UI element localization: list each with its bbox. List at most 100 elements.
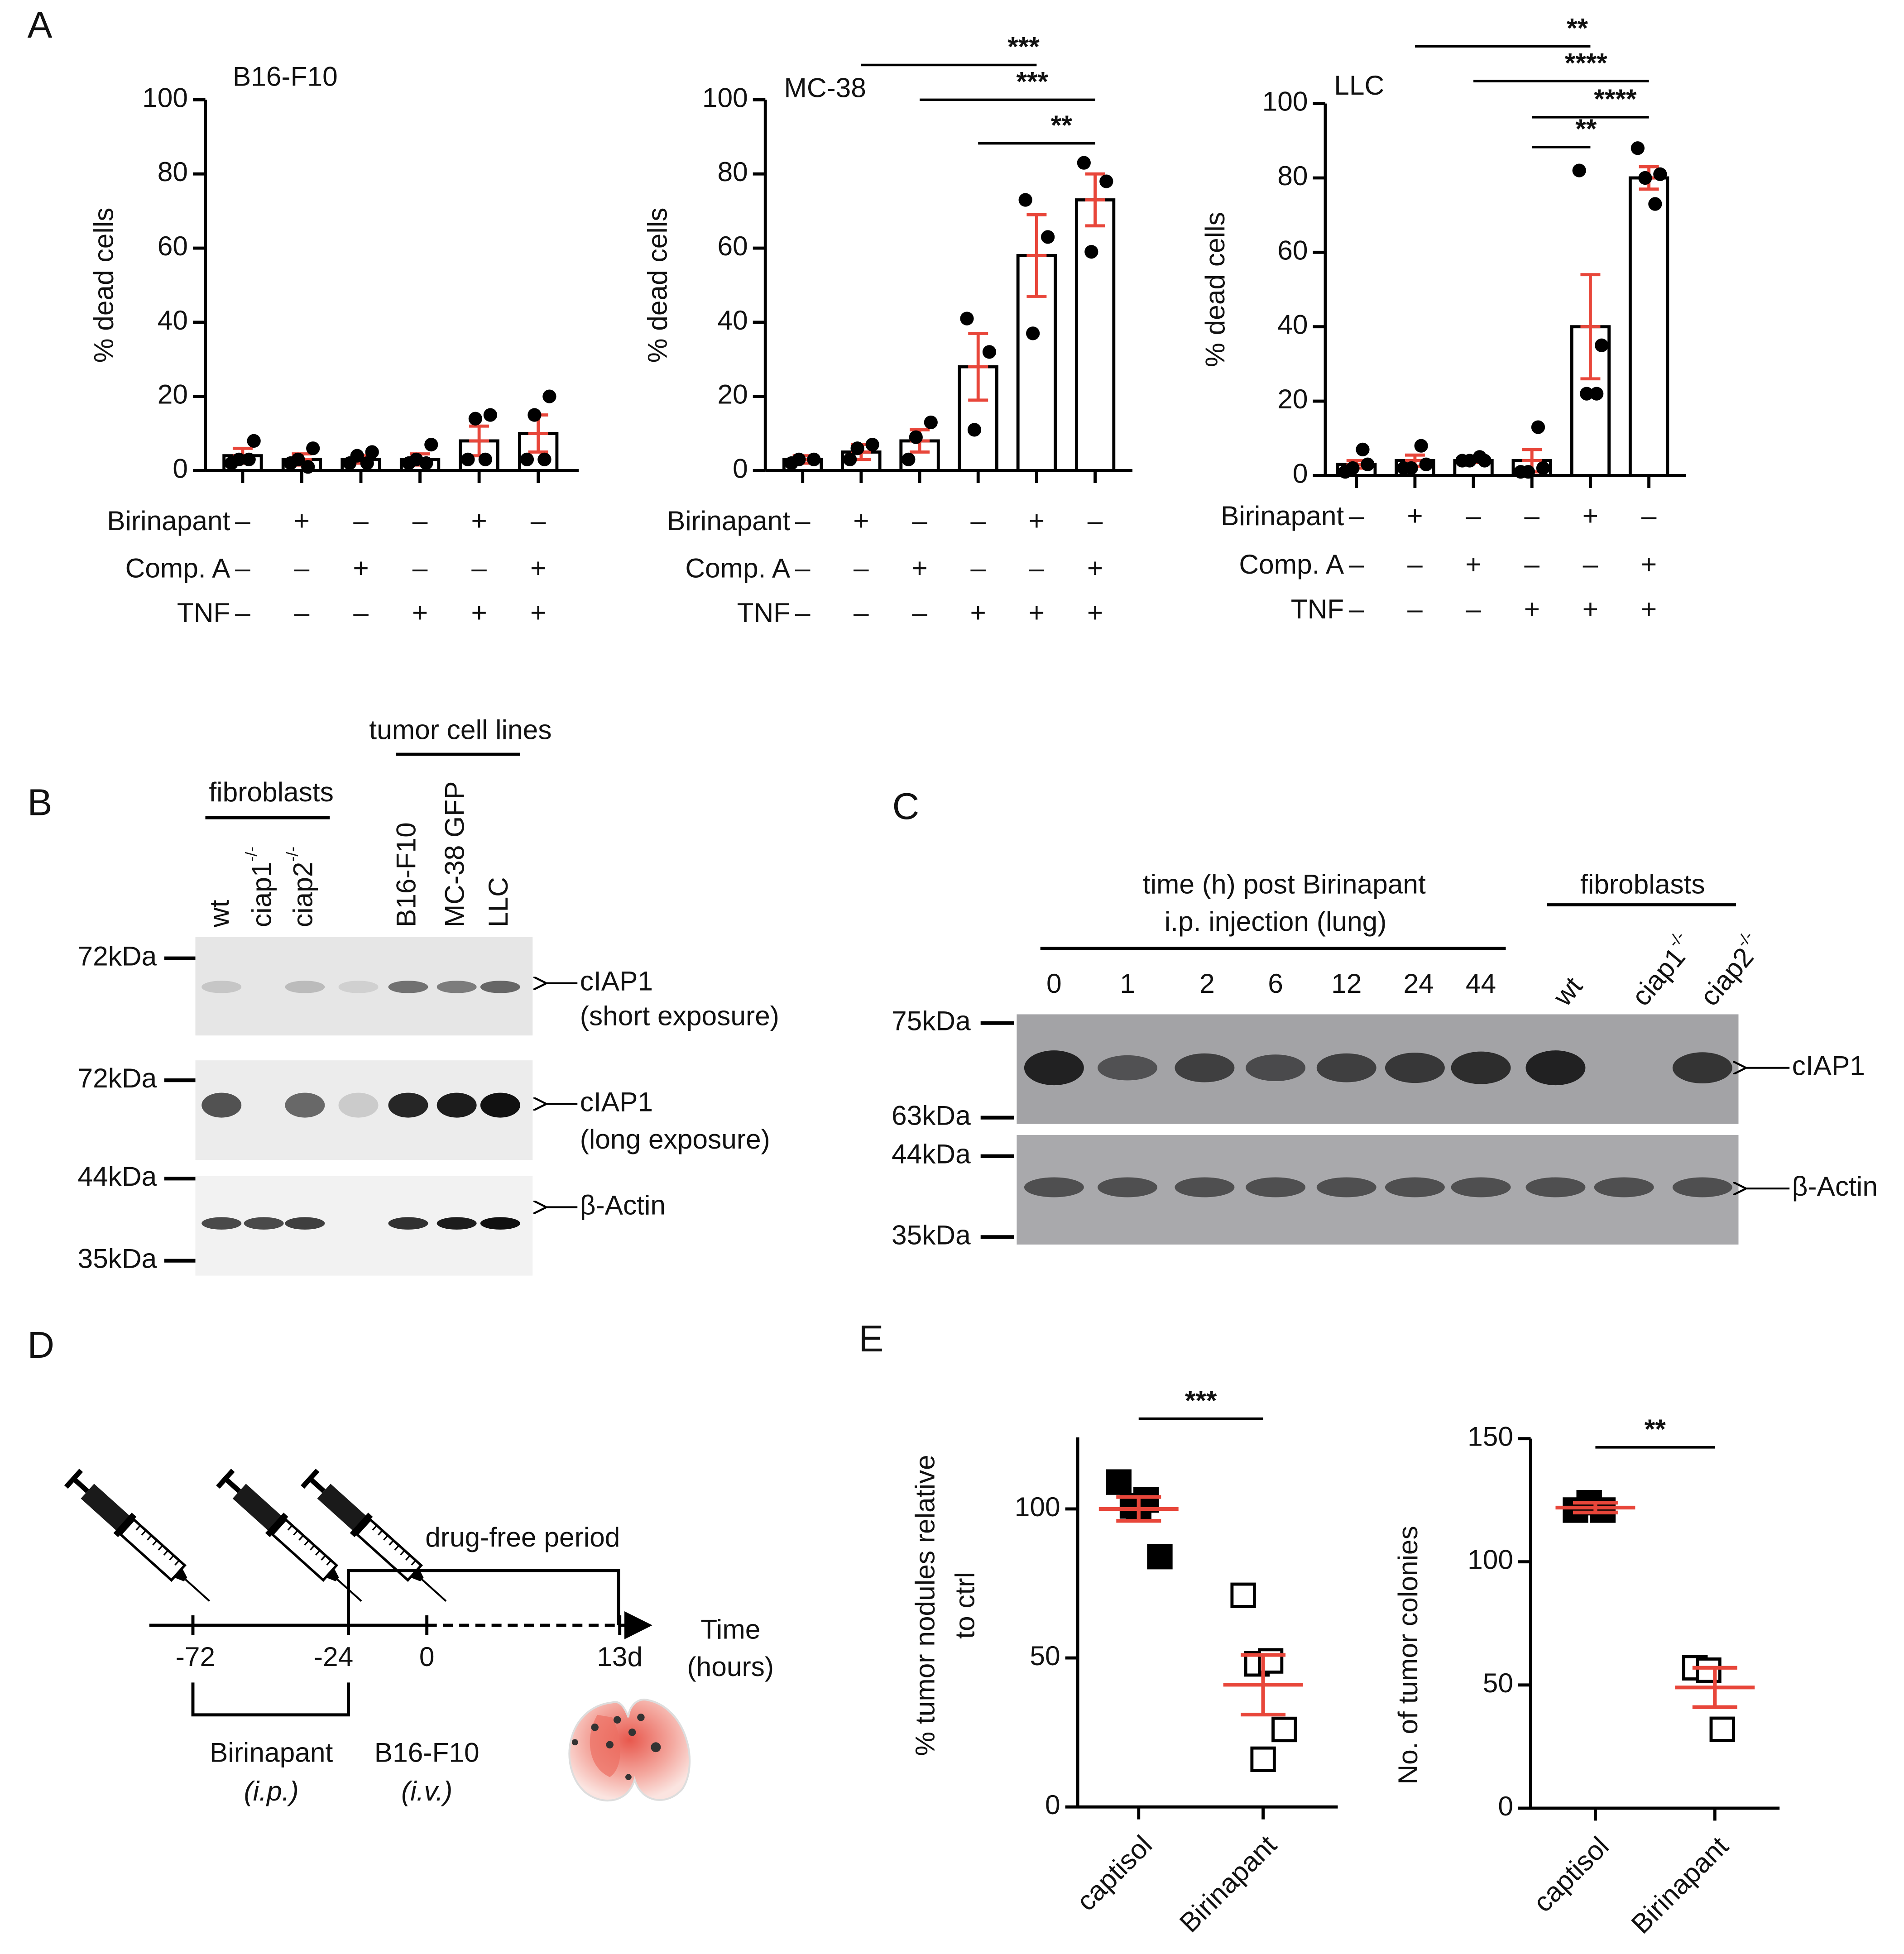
condition-sign: + [294,505,310,536]
band [1246,1177,1306,1197]
significance-label: ** [1051,110,1073,140]
data-point [1709,1716,1735,1742]
condition-sign: + [1641,594,1657,624]
data-point [419,456,433,470]
lane-label: 6 [1268,968,1283,999]
band [1175,1053,1235,1082]
group-label: tumor cell lines [369,714,552,745]
data-point [967,423,982,437]
condition-label: Birinapant [667,505,790,536]
condition-sign: – [970,505,986,536]
data-point [1531,420,1545,434]
data-point [1230,1582,1256,1608]
syringe [64,1469,219,1611]
condition-sign: + [1029,505,1045,536]
condition-sign: + [911,552,927,583]
header: i.p. injection (lung) [1165,906,1387,937]
data-point [232,452,246,466]
band [1024,1177,1084,1197]
band [480,981,520,993]
marker-label: 35kDa [78,1243,157,1274]
data-point [792,452,806,466]
condition-sign: – [1466,500,1481,531]
condition-sign: – [235,552,250,583]
y-tick-label: 0 [1498,1791,1513,1821]
band [338,981,379,993]
band [436,1217,477,1230]
band [1385,1053,1445,1083]
band [201,981,242,993]
significance-label: *** [1016,66,1048,97]
condition-sign: – [1407,549,1423,579]
lane-text: wt [204,900,235,928]
band [1316,1053,1376,1082]
data-point [1414,439,1428,453]
bar [1628,176,1669,477]
condition-sign: + [471,597,487,628]
data-point [1536,461,1550,475]
data-point [1271,1716,1297,1743]
significance-label: ** [1575,113,1597,144]
y-tick-label: 100 [1262,86,1308,117]
condition-label: Comp. A [685,552,791,583]
data-point [924,415,938,430]
band [388,981,428,993]
band [480,1217,520,1230]
bar [1074,198,1116,472]
condition-sign: + [1029,597,1045,628]
marker-label: 72kDa [78,941,157,972]
band [201,1217,242,1230]
route: (i.p.) [244,1776,299,1806]
panel-label: A [27,4,52,46]
panel-label: C [892,785,920,827]
condition-sign: + [471,505,487,536]
significance-label: ** [1645,1413,1666,1444]
data-point [960,311,974,326]
lane-label: 2 [1199,968,1215,999]
y-tick-label: 60 [158,230,188,261]
lane-label: 1 [1120,968,1135,999]
lane-label: ciap1-/- [242,847,277,927]
blot-strip [195,1060,533,1160]
y-tick-label: 20 [158,379,188,410]
y-tick-label: 0 [173,453,188,484]
condition-sign: + [530,597,546,628]
treatment: Birinapant [210,1737,333,1768]
bracket [347,1569,620,1625]
lane-label: MC-38 GFP [439,781,470,927]
data-point [301,460,315,474]
data-point [843,452,857,466]
condition-sign: – [854,552,869,583]
y-axis-label: % dead cells [642,208,673,363]
condition-sign: – [1524,500,1540,531]
data-point [1590,387,1604,401]
bracket [191,1682,350,1717]
data-point [1638,171,1652,185]
lane-text: ciap2 [1694,942,1760,1011]
y-axis-label: % tumor nodules relative [910,1455,940,1756]
lane-label: ciap2-/- [283,847,318,927]
condition-sign: – [1583,549,1598,579]
condition-sign: + [353,552,369,583]
data-point [1147,1544,1173,1570]
condition-sign: – [235,505,250,536]
x-tick-label: Birinapant [1173,1829,1282,1938]
data-point [865,437,879,452]
band-label: cIAP1 [580,966,653,996]
band [1175,1177,1235,1197]
y-tick-label: 80 [158,156,188,187]
data-point [1472,450,1487,464]
lane-text: ciap1 [246,862,277,928]
data-point [1653,167,1667,181]
data-point [461,452,475,466]
condition-sign: – [795,597,811,628]
data-point [468,412,482,426]
band [388,1217,428,1230]
condition-sign: – [353,597,369,628]
condition-label: Comp. A [1239,549,1344,579]
y-tick-label: 50 [1030,1640,1060,1671]
data-point [902,452,916,466]
y-tick-label: 0 [1045,1789,1060,1820]
data-point [1419,457,1433,471]
